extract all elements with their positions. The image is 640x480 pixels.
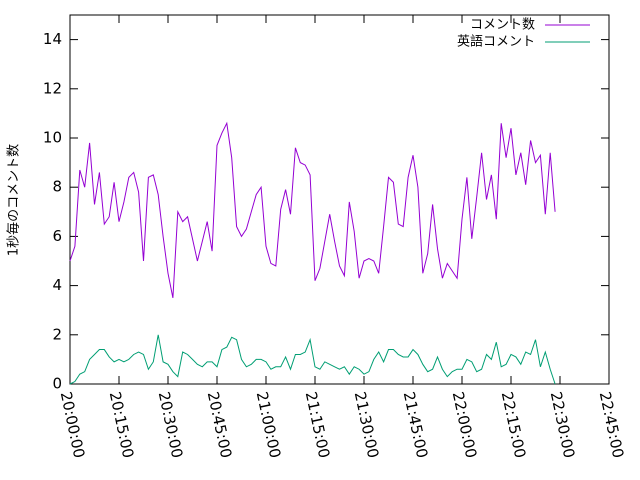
y-tick-label: 4 xyxy=(52,276,62,294)
series-line xyxy=(69,334,556,385)
y-tick-label: 12 xyxy=(43,79,62,97)
plot-frame xyxy=(69,14,610,385)
y-tick-label: 10 xyxy=(43,129,62,147)
y-tick-label: 8 xyxy=(52,178,62,196)
y-tick-label: 6 xyxy=(52,227,62,245)
y-tick-label: 14 xyxy=(43,30,62,48)
y-axis-label: 1秒毎のコメント数 xyxy=(6,144,22,256)
series-line xyxy=(69,121,556,298)
y-tick-label: 2 xyxy=(52,325,62,343)
legend-label: 英語コメント xyxy=(457,34,535,50)
y-tick-label: 0 xyxy=(52,375,62,393)
legend-label: コメント数 xyxy=(470,18,535,33)
